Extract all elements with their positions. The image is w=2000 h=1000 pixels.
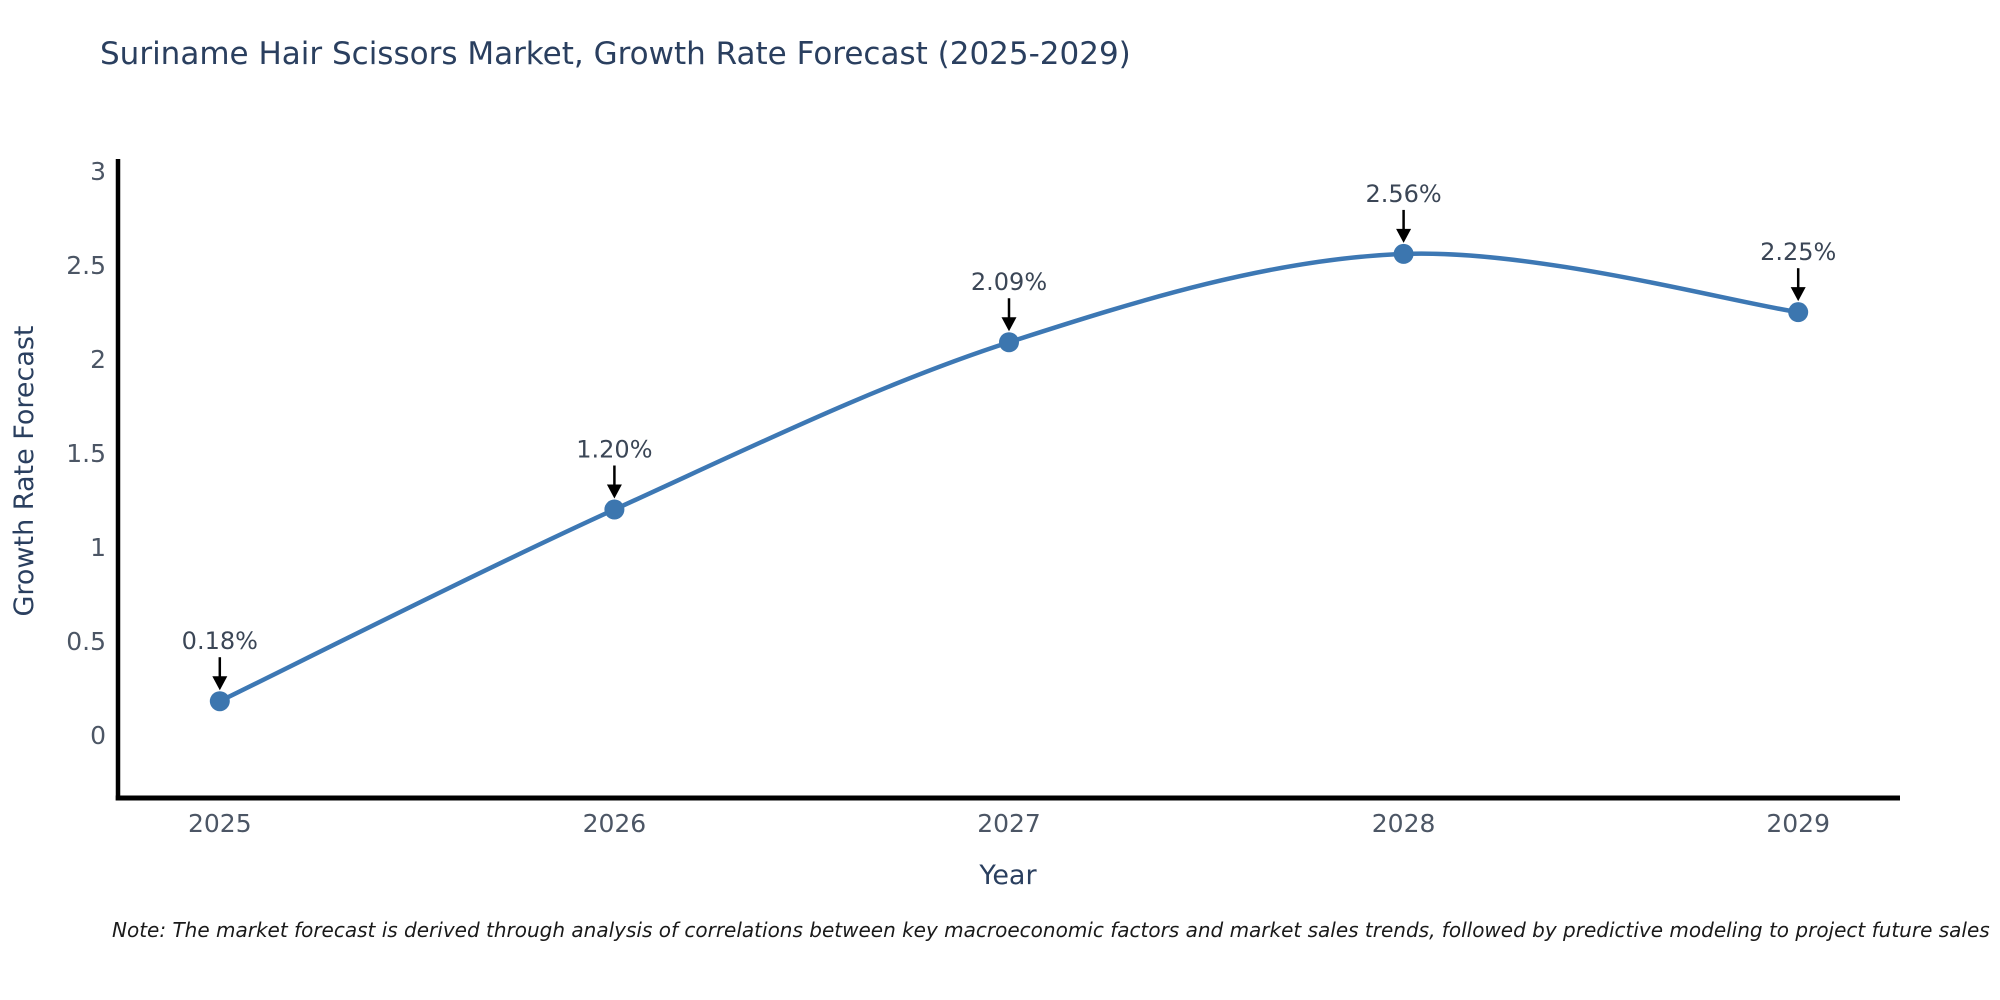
data-point: [1788, 302, 1809, 323]
y-axis-title: Growth Rate Forecast: [9, 325, 40, 617]
y-tick-label: 1: [90, 533, 106, 562]
data-point-label: 2.09%: [971, 268, 1047, 296]
y-tick-label: 0.5: [66, 627, 106, 656]
y-tick-label: 2: [90, 345, 106, 374]
chart-title: Suriname Hair Scissors Market, Growth Ra…: [100, 36, 1131, 72]
y-tick-label: 2.5: [66, 251, 106, 280]
x-tick-label: 2025: [188, 809, 252, 838]
y-tick-label: 1.5: [66, 439, 106, 468]
data-point-label: 1.20%: [576, 436, 652, 464]
y-tick-label: 3: [90, 157, 106, 186]
data-point: [999, 332, 1019, 353]
x-axis-title: Year: [979, 860, 1037, 891]
data-point: [1393, 243, 1414, 264]
annotation-arrowhead: [606, 484, 622, 499]
y-tick-label: 0: [90, 721, 106, 750]
annotation-arrowhead: [1790, 287, 1806, 302]
data-point-label: 2.56%: [1365, 180, 1441, 208]
data-point-label: 0.18%: [182, 627, 258, 655]
x-tick-label: 2027: [977, 809, 1041, 838]
annotation-arrowhead: [212, 676, 228, 691]
data-point: [604, 499, 625, 520]
x-tick-label: 2029: [1766, 809, 1830, 838]
data-point: [209, 691, 230, 712]
data-point-label: 2.25%: [1760, 238, 1836, 266]
annotation-arrowhead: [1001, 317, 1017, 332]
annotation-arrowhead: [1396, 228, 1412, 243]
x-tick-label: 2028: [1372, 809, 1436, 838]
x-tick-label: 2026: [583, 809, 647, 838]
footnote: Note: The market forecast is derived thr…: [112, 918, 1990, 942]
